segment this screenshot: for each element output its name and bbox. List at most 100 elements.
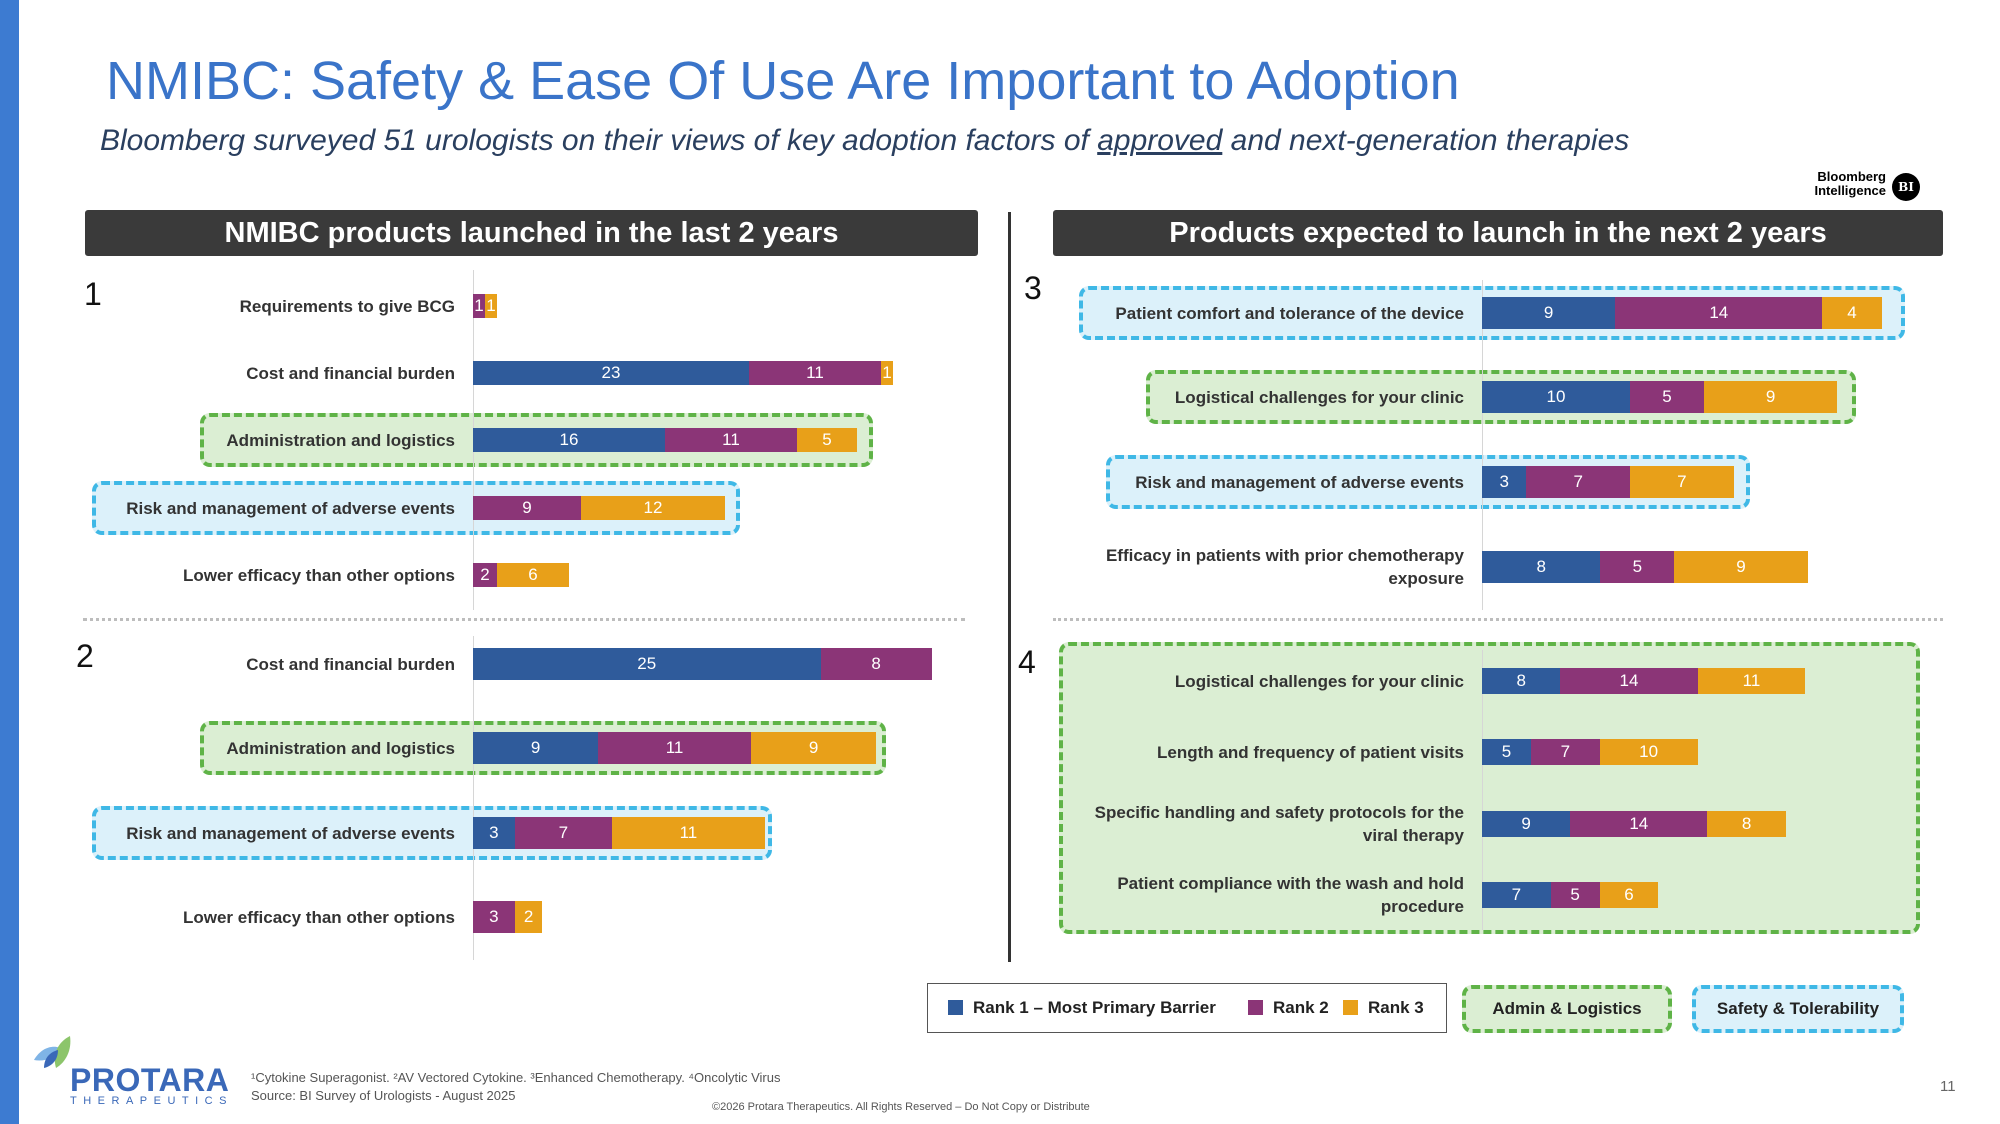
legend-label-rank3: Rank 3 (1368, 998, 1424, 1017)
badge-admin-logistics: Admin & Logistics (1462, 985, 1672, 1033)
bar-segment: 1 (473, 294, 485, 318)
bar-segment: 3 (473, 817, 515, 849)
badge-safety-tolerability: Safety & Tolerability (1692, 985, 1904, 1033)
category-label: Logistical challenges for your clinic (1174, 671, 1464, 691)
bar-segment: 7 (1630, 466, 1734, 498)
bi-logo-line2: Intelligence (1814, 183, 1886, 198)
panel-number-2: 2 (76, 638, 94, 674)
bar-segment: 1 (881, 361, 893, 385)
left-accent-bar (0, 0, 19, 1124)
bar-segment: 9 (751, 732, 877, 764)
bar-segment: 3 (473, 901, 515, 933)
bar-segment: 10 (1482, 381, 1630, 413)
bar-segment: 9 (473, 496, 581, 520)
page-number: 11 (1940, 1078, 1956, 1095)
bar-segment: 14 (1570, 811, 1708, 837)
bar-segment: 8 (820, 648, 932, 680)
legend-label-rank2: Rank 2 (1273, 998, 1329, 1017)
header-left: NMIBC products launched in the last 2 ye… (85, 210, 978, 256)
category-label: Risk and management of adverse events (126, 498, 455, 518)
legend-item-rank2: Rank 2 (1248, 998, 1329, 1018)
bar-segment: 9 (1482, 811, 1571, 837)
left-dotted-separator (83, 618, 965, 621)
panel-number-1: 1 (84, 276, 102, 312)
bar-segment: 8 (1707, 811, 1786, 837)
bar-segment: 9 (1704, 381, 1838, 413)
legend-item-rank1: Rank 1 – Most Primary Barrier (948, 998, 1216, 1018)
bar-segment: 9 (473, 732, 599, 764)
bar-segment: 6 (497, 563, 569, 587)
logo-subtitle: THERAPEUTICS (70, 1095, 233, 1107)
category-label: Requirements to give BCG (239, 296, 455, 316)
category-label: Cost and financial burden (246, 654, 455, 674)
legend-label-rank1: Rank 1 – Most Primary Barrier (973, 998, 1216, 1017)
bar-segment: 7 (1482, 882, 1551, 908)
logo-wordmark: PROTARA (70, 1062, 230, 1098)
bar-segment: 5 (1600, 551, 1675, 583)
footnote-line1: ¹Cytokine Superagonist. ²AV Vectored Cyt… (251, 1070, 781, 1085)
bar-segment: 8 (1482, 551, 1601, 583)
bi-logo-line1: Bloomberg (1817, 169, 1886, 184)
footnote-source: Source: BI Survey of Urologists - August… (251, 1088, 516, 1103)
protara-logo: PROTARA THERAPEUTICS (30, 1034, 233, 1107)
right-dotted-separator (1053, 618, 1943, 621)
category-label: Lower efficacy than other options (182, 565, 455, 585)
bar-segment: 5 (797, 428, 857, 452)
footnote: ¹Cytokine Superagonist. ²AV Vectored Cyt… (251, 1069, 780, 1105)
panel-4-axis (1482, 650, 1483, 930)
panel-number-3: 3 (1024, 270, 1042, 306)
bi-badge-icon: BI (1892, 173, 1920, 201)
bar-segment: 5 (1550, 882, 1600, 908)
category-label: Logistical challenges for your clinic (1174, 387, 1464, 407)
category-label: Patient comfort and tolerance of the dev… (1115, 303, 1464, 323)
panel-number-4: 4 (1018, 644, 1036, 680)
legend-item-rank3: Rank 3 (1343, 998, 1424, 1018)
bar-segment: 7 (1526, 466, 1630, 498)
bar-segment: 11 (612, 817, 765, 849)
bar-segment: 11 (598, 732, 751, 764)
category-label: Patient compliance with the wash and hol… (1117, 874, 1464, 916)
header-right: Products expected to launch in the next … (1053, 210, 1943, 256)
legend-swatch-rank2 (1248, 1000, 1263, 1015)
bar-segment: 12 (581, 496, 725, 520)
category-label: Specific handling and safety protocols f… (1094, 803, 1464, 845)
bar-segment: 25 (473, 648, 821, 680)
bar-segment: 2 (473, 563, 497, 587)
bar-segment: 2 (514, 901, 543, 933)
bar-segment: 6 (1599, 882, 1659, 908)
category-label: Administration and logistics (226, 430, 455, 450)
category-label: Lower efficacy than other options (182, 907, 455, 927)
bar-segment: 4 (1822, 297, 1882, 329)
panel-2-axis (473, 636, 474, 960)
panel-3-axis (1482, 280, 1483, 610)
category-label: Administration and logistics (226, 738, 455, 758)
bar-segment: 3 (1482, 466, 1527, 498)
legend-swatch-rank3 (1343, 1000, 1358, 1015)
subtitle-suffix: and next-generation therapies (1222, 124, 1630, 157)
bar-segment: 16 (473, 428, 665, 452)
bar-segment: 11 (665, 428, 797, 452)
category-label: Cost and financial burden (246, 363, 455, 383)
bar-segment: 5 (1630, 381, 1704, 413)
bar-segment: 9 (1674, 551, 1808, 583)
bar-segment: 10 (1599, 739, 1698, 765)
category-label: Efficacy in patients with prior chemothe… (1105, 546, 1464, 588)
bloomberg-intelligence-logo: Bloomberg Intelligence BI (1800, 170, 1930, 204)
chart-legend: Rank 1 – Most Primary Barrier Rank 2 Ran… (927, 983, 1447, 1033)
category-label: Risk and management of adverse events (126, 823, 455, 843)
category-label: Risk and management of adverse events (1135, 472, 1464, 492)
bar-segment: 11 (749, 361, 881, 385)
page-subtitle: Bloomberg surveyed 51 urologists on thei… (100, 124, 1629, 158)
panel-divider (1008, 212, 1011, 962)
bar-segment: 7 (514, 817, 612, 849)
legend-swatch-rank1 (948, 1000, 963, 1015)
bi-logo-text: Bloomberg Intelligence (1800, 170, 1886, 198)
subtitle-prefix: Bloomberg surveyed 51 urologists on thei… (100, 124, 1098, 157)
page-title: NMIBC: Safety & Ease Of Use Are Importan… (106, 51, 1460, 111)
category-label: Length and frequency of patient visits (1157, 742, 1464, 762)
bar-segment: 14 (1615, 297, 1823, 329)
bar-segment: 14 (1560, 668, 1698, 694)
bar-segment: 7 (1531, 739, 1600, 765)
bar-segment: 23 (473, 361, 749, 385)
bar-segment: 11 (1697, 668, 1806, 694)
